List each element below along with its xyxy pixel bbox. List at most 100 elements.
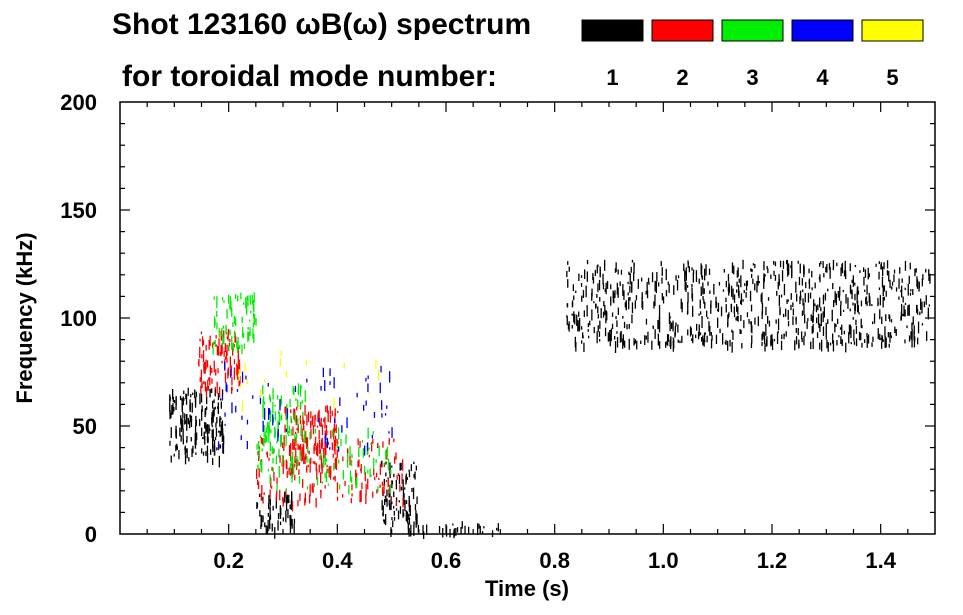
spectral-mark <box>179 427 181 437</box>
spectral-mark <box>391 427 393 438</box>
spectral-mark <box>302 451 304 454</box>
spectral-mark <box>742 299 744 302</box>
spectral-mark <box>387 478 389 488</box>
spectral-mark <box>356 477 358 488</box>
spectral-mark <box>212 347 214 355</box>
spectral-mark <box>217 368 219 374</box>
spectral-mark <box>825 266 827 273</box>
spectral-mark <box>189 403 191 410</box>
spectral-mark <box>324 485 326 489</box>
spectral-mark <box>851 279 853 283</box>
spectral-mark <box>750 321 752 325</box>
spectral-mark <box>212 416 214 423</box>
spectral-mark <box>385 461 387 465</box>
spectral-mark <box>229 329 231 336</box>
spectral-mark <box>209 428 211 431</box>
spectral-mark <box>203 431 205 437</box>
spectral-mark <box>201 448 203 454</box>
spectral-mark <box>609 332 611 341</box>
spectral-mark <box>572 284 574 291</box>
spectral-mark <box>260 460 262 473</box>
spectral-mark <box>205 344 207 351</box>
spectral-mark <box>268 408 271 415</box>
spectral-mark <box>315 497 317 508</box>
spectral-mark <box>335 457 337 462</box>
spectral-mark <box>770 340 772 346</box>
spectral-mark <box>606 280 609 289</box>
spectral-mark <box>175 398 177 410</box>
spectral-mark <box>240 292 242 300</box>
spectral-mark <box>773 260 775 265</box>
spectral-mark <box>190 437 192 442</box>
legend-swatch-n2 <box>651 19 714 42</box>
spectral-mark <box>692 273 694 283</box>
spectral-mark <box>821 339 823 352</box>
spectral-mark <box>478 523 480 529</box>
spectral-mark <box>402 479 404 491</box>
spectral-mark <box>692 305 694 317</box>
spectral-mark <box>587 329 589 332</box>
spectral-mark <box>280 507 282 515</box>
spectral-mark <box>598 331 601 337</box>
spectral-mark <box>899 267 901 274</box>
spectral-mark <box>679 340 681 344</box>
spectral-mark <box>221 297 224 301</box>
spectral-mark <box>613 296 615 300</box>
spectral-mark <box>216 296 218 309</box>
spectral-mark <box>603 301 605 307</box>
spectral-mark <box>409 504 411 517</box>
spectral-mark <box>325 405 327 412</box>
spectral-mark <box>578 273 580 281</box>
spectral-mark <box>758 281 760 284</box>
spectral-mark <box>765 339 768 347</box>
spectral-mark <box>620 269 623 275</box>
spectral-mark <box>382 505 384 517</box>
spectral-mark <box>591 288 593 297</box>
spectral-mark <box>674 326 676 336</box>
spectral-mark <box>293 408 295 415</box>
spectral-mark <box>215 335 217 339</box>
spectral-mark <box>814 303 816 307</box>
spectral-mark <box>314 414 316 421</box>
spectral-mark <box>201 354 203 359</box>
spectral-mark <box>867 267 869 280</box>
spectral-mark <box>738 290 740 299</box>
spectral-mark <box>792 308 794 316</box>
spectral-mark <box>300 424 302 436</box>
spectral-mark <box>248 331 250 341</box>
spectral-mark <box>286 408 289 419</box>
spectral-mark <box>323 418 325 423</box>
spectral-mark <box>568 321 570 332</box>
spectral-mark <box>304 404 306 416</box>
spectral-mark <box>272 402 274 414</box>
spectral-mark <box>417 524 419 533</box>
spectral-mark <box>224 361 226 370</box>
spectral-mark <box>390 498 392 510</box>
spectral-mark <box>329 381 331 385</box>
spectral-mark <box>612 290 614 298</box>
spectral-mark <box>840 304 842 316</box>
spectral-mark <box>662 296 665 304</box>
spectral-mark <box>757 275 759 286</box>
spectral-mark <box>312 424 315 435</box>
spectral-mark <box>247 327 249 330</box>
spectral-mark <box>256 468 258 480</box>
spectral-mark <box>214 445 216 456</box>
spectral-mark <box>233 344 235 348</box>
spectral-mark <box>875 263 877 267</box>
spectral-mark <box>395 500 397 506</box>
spectral-mark <box>171 405 173 415</box>
spectral-mark <box>720 306 723 317</box>
spectral-mark <box>216 417 218 424</box>
spectral-mark <box>860 332 862 341</box>
spectral-mark <box>321 423 323 427</box>
spectral-mark <box>900 289 902 293</box>
spectral-mark <box>581 326 583 330</box>
spectral-mark <box>257 479 259 486</box>
spectral-mark <box>911 329 913 337</box>
spectral-mark <box>858 312 860 315</box>
spectral-mark <box>180 415 182 425</box>
spectral-mark <box>415 465 417 471</box>
legend-label-n2: 2 <box>676 65 688 90</box>
spectral-mark <box>610 329 612 342</box>
